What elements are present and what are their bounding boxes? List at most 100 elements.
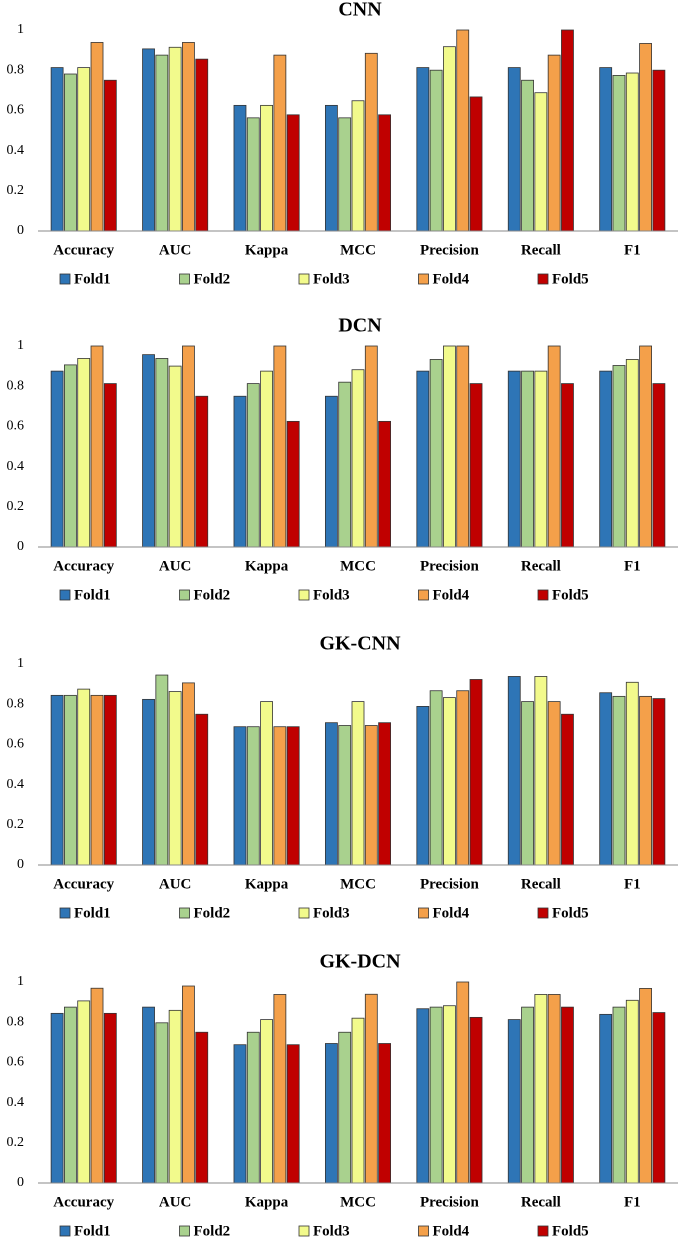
chart-title: GK-CNN <box>319 633 401 655</box>
bar <box>155 1022 169 1184</box>
y-tick-label: 1 <box>17 656 24 671</box>
bar <box>416 1008 430 1184</box>
bar <box>182 345 195 548</box>
y-tick-label: 0.8 <box>7 1014 25 1029</box>
bar <box>521 370 534 548</box>
bar <box>429 1006 443 1184</box>
bar <box>155 674 169 866</box>
legend-swatch <box>59 589 71 601</box>
bar-chart: DCN 0 0.2 0.4 0.6 0.8 1 Accuracy AUC Kappa MCC Prec… <box>7 315 678 603</box>
bar <box>364 993 378 1184</box>
bar <box>547 701 561 866</box>
bar <box>246 117 260 232</box>
legend-swatch <box>537 589 549 601</box>
bar <box>195 1031 209 1184</box>
x-tick-label: AUC <box>159 558 192 574</box>
chart-title: DCN <box>338 315 382 337</box>
y-tick-label: 0.2 <box>7 1135 25 1150</box>
bar <box>338 117 352 232</box>
y-tick-label: 0.6 <box>7 103 25 118</box>
x-tick-label: MCC <box>340 558 376 574</box>
bar <box>534 92 548 232</box>
bar <box>90 42 104 232</box>
bar <box>416 67 430 232</box>
y-tick-label: 0.6 <box>7 737 25 752</box>
legend-label: Fold1 <box>74 271 111 287</box>
bar <box>338 1031 352 1184</box>
bar <box>521 79 534 232</box>
bar <box>612 695 626 866</box>
bar <box>416 706 430 866</box>
bar-chart: CNN 0 0.2 0.4 0.6 0.8 1 Accuracy AUC Kappa MCC Prec… <box>7 0 678 287</box>
bar <box>625 681 639 866</box>
bar <box>155 358 169 548</box>
bar <box>142 1006 155 1184</box>
y-tick-label: 0.8 <box>7 696 25 711</box>
bar <box>561 713 574 866</box>
legend-swatch <box>298 589 310 601</box>
bar <box>612 365 626 548</box>
bar <box>534 994 548 1184</box>
x-tick-label: Kappa <box>245 1194 289 1210</box>
bar <box>469 383 483 548</box>
bar <box>521 1006 534 1184</box>
bar <box>64 694 77 866</box>
bar <box>534 370 548 548</box>
bar <box>50 1012 64 1184</box>
legend-swatch <box>59 273 71 285</box>
bar <box>351 100 365 232</box>
legend-swatch <box>298 1225 310 1237</box>
bar <box>233 1044 247 1184</box>
y-tick-label: 0.4 <box>7 777 25 792</box>
bar <box>364 345 378 548</box>
y-tick-label: 1 <box>17 338 24 353</box>
legend-label: Fold5 <box>552 905 589 921</box>
legend-label: Fold4 <box>433 1223 470 1238</box>
legend-label: Fold4 <box>433 587 470 603</box>
bar <box>351 1017 365 1184</box>
x-tick-label: Accuracy <box>53 242 114 258</box>
bar <box>625 72 639 232</box>
bar <box>378 1043 392 1184</box>
y-tick-label: 0 <box>17 857 24 872</box>
bar <box>456 981 470 1184</box>
bar <box>639 345 652 548</box>
chart-title: CNN <box>338 0 382 21</box>
bar <box>351 369 365 548</box>
legend-label: Fold1 <box>74 1223 111 1238</box>
bar <box>507 370 521 548</box>
bar <box>456 345 470 548</box>
bar <box>168 1009 182 1184</box>
y-tick-label: 0.4 <box>7 143 25 158</box>
bar <box>324 395 338 548</box>
legend-swatch <box>418 1225 429 1237</box>
bar-chart: GK-DCN 0 0.2 0.4 0.6 0.8 1 Accuracy AUC Kappa MCC P… <box>7 951 678 1238</box>
bar <box>429 690 443 866</box>
bar <box>260 104 273 232</box>
bar <box>233 395 247 548</box>
bar <box>443 46 456 232</box>
bar <box>286 726 300 866</box>
bar <box>90 345 104 548</box>
legend-swatch <box>418 589 429 601</box>
x-tick-label: Accuracy <box>53 876 114 892</box>
bar <box>416 370 430 548</box>
bar <box>547 345 561 548</box>
legend-label: Fold3 <box>313 271 350 287</box>
bar <box>168 365 182 548</box>
legend-label: Fold1 <box>74 905 111 921</box>
legend-label: Fold3 <box>313 1223 350 1238</box>
bar <box>534 676 548 866</box>
bar <box>103 383 117 548</box>
y-tick-label: 0.2 <box>7 817 25 832</box>
legend-label: Fold2 <box>194 587 231 603</box>
x-tick-label: Kappa <box>245 876 289 892</box>
bar <box>456 690 470 866</box>
bar <box>429 359 443 548</box>
bar <box>351 701 365 866</box>
bar <box>507 676 521 866</box>
x-tick-label: Recall <box>521 876 561 892</box>
legend-swatch <box>418 907 429 919</box>
bar <box>246 726 260 866</box>
